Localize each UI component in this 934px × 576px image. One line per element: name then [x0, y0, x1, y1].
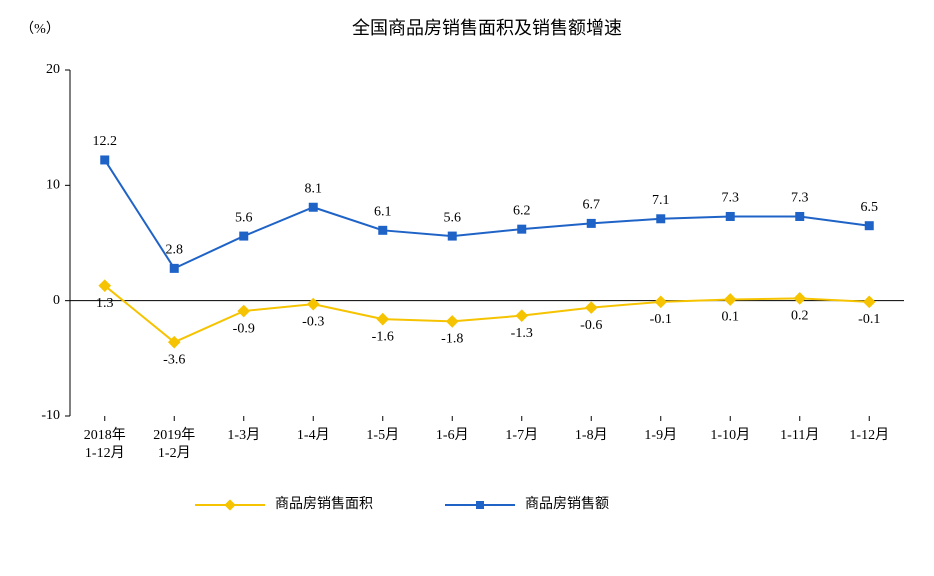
series-marker: [726, 212, 734, 220]
value-label: 7.3: [722, 191, 740, 206]
series-marker: [518, 225, 526, 233]
value-label: 1.3: [96, 296, 114, 311]
value-label: -3.6: [163, 352, 185, 367]
value-label: 5.6: [444, 210, 462, 225]
line-chart: 全国商品房销售面积及销售额增速 （%） -10 0 10 20 2018年 1-12月 2019…: [0, 0, 934, 576]
value-label: 6.5: [861, 200, 879, 215]
series-marker: [587, 219, 595, 227]
legend-label: 商品房销售额: [525, 496, 609, 512]
value-label: -0.3: [302, 314, 324, 329]
value-label: 2.8: [166, 243, 184, 258]
x-tick-label: 1-6月: [436, 427, 469, 443]
x-tick-label: 1-11月: [780, 427, 819, 443]
chart-container: 全国商品房销售面积及销售额增速 （%） -10 0 10 20 2018年 1-12月 2019…: [0, 0, 934, 576]
value-label: 0.1: [722, 310, 740, 325]
x-tick-label: 1-5月: [366, 427, 399, 443]
x-tick-label: 1-9月: [644, 427, 677, 443]
y-tick-label: 20: [46, 62, 60, 77]
value-label: -0.1: [650, 312, 672, 327]
x-tick-label: 1-12月: [849, 427, 889, 443]
y-tick-label: 0: [53, 293, 60, 308]
value-label: -1.8: [441, 332, 463, 347]
x-tick-label: 1-2月: [158, 445, 191, 461]
value-label: 0.2: [791, 309, 809, 324]
series-marker: [657, 215, 665, 223]
value-label: 8.1: [305, 181, 323, 196]
series-marker: [796, 212, 804, 220]
value-label: -1.3: [511, 326, 533, 341]
series-marker: [309, 203, 317, 211]
value-label: 5.6: [235, 210, 253, 225]
x-tick-label: 2019年: [153, 427, 195, 443]
series-marker: [170, 264, 178, 272]
x-tick-label: 1-7月: [505, 427, 538, 443]
legend-label: 商品房销售面积: [275, 496, 373, 512]
x-tick-label: 1-10月: [710, 427, 750, 443]
value-label: -0.1: [858, 312, 880, 327]
y-tick-label: 10: [46, 178, 60, 193]
series-marker: [240, 232, 248, 240]
value-label: 7.3: [791, 191, 809, 206]
x-tick-label: 1-3月: [227, 427, 260, 443]
value-label: 6.1: [374, 205, 392, 220]
x-tick-label: 1-8月: [575, 427, 608, 443]
x-tick-label: 1-12月: [85, 445, 125, 461]
value-label: -0.6: [580, 318, 602, 333]
series-marker: [101, 156, 109, 164]
x-tick-label: 2018年: [84, 427, 126, 443]
chart-title: 全国商品房销售面积及销售额增速: [352, 18, 622, 38]
series-marker: [448, 232, 456, 240]
value-label: -0.9: [233, 321, 255, 336]
value-label: 12.2: [93, 134, 118, 149]
y-tick-label: -10: [41, 408, 60, 423]
legend-marker: [476, 501, 484, 509]
series-marker: [865, 222, 873, 230]
y-unit-label: （%）: [20, 21, 60, 37]
value-label: 7.1: [652, 193, 670, 208]
value-label: 6.7: [583, 198, 601, 213]
x-tick-label: 1-4月: [297, 427, 330, 443]
series-marker: [379, 226, 387, 234]
value-label: 6.2: [513, 203, 531, 218]
value-label: -1.6: [372, 329, 394, 344]
